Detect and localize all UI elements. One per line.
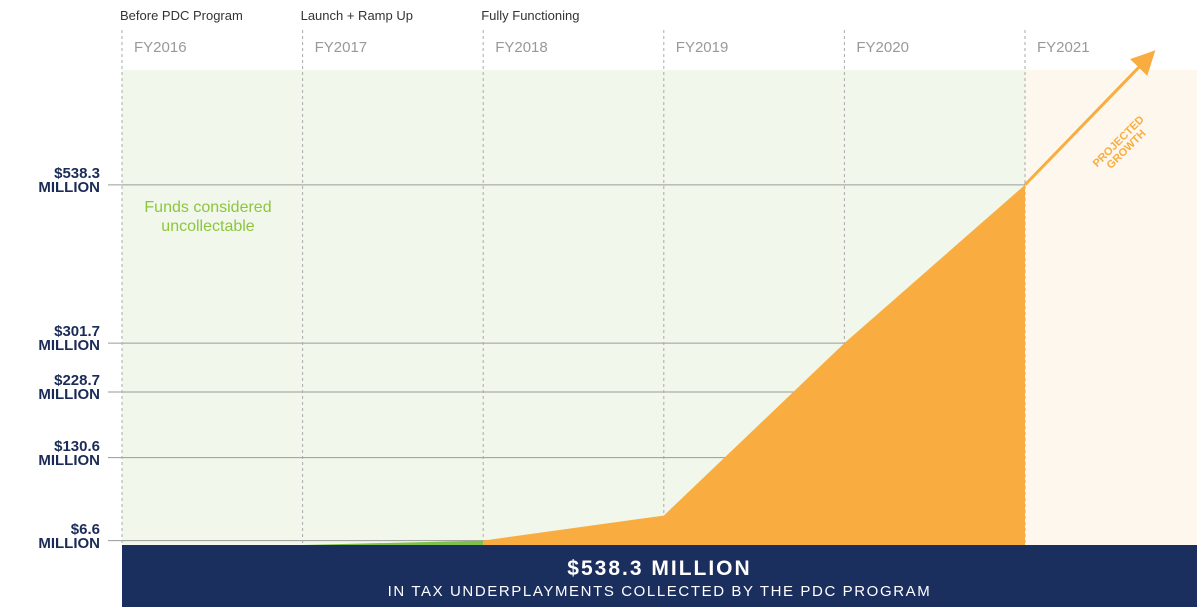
y-tick-label: $130.6 MILLION	[38, 437, 100, 469]
area	[483, 184, 1025, 545]
y-tick-label: $538.3 MILLION	[38, 164, 100, 196]
x-tick-label: FY2020	[856, 39, 909, 56]
x-tick-label: FY2021	[1037, 39, 1090, 56]
y-tick-label: $6.6 MILLION	[38, 520, 100, 552]
x-tick-label: FY2017	[314, 39, 368, 56]
annotation: Funds considered uncollectable	[144, 199, 272, 235]
phase-label: Before PDC Program	[120, 8, 243, 23]
summary-banner: $538.3 MILLION IN TAX UNDERPLAYMENTS COL…	[122, 545, 1197, 607]
phase-label: Fully Functioning	[481, 8, 580, 23]
banner-title: $538.3 MILLION	[567, 557, 752, 580]
y-tick-label: $301.7 MILLION	[38, 323, 100, 355]
x-tick-label: FY2018	[495, 39, 548, 56]
banner-subtitle: IN TAX UNDERPLAYMENTS COLLECTED BY THE P…	[387, 583, 932, 600]
projection-arrow	[1023, 50, 1156, 186]
x-tick-label: FY2016	[134, 39, 187, 56]
area	[302, 540, 484, 545]
phase-label: Launch + Ramp Up	[300, 8, 413, 23]
x-tick-label: FY2019	[675, 39, 729, 56]
projected-region	[1025, 70, 1197, 545]
y-tick-label: $228.7 MILLION	[38, 371, 100, 403]
